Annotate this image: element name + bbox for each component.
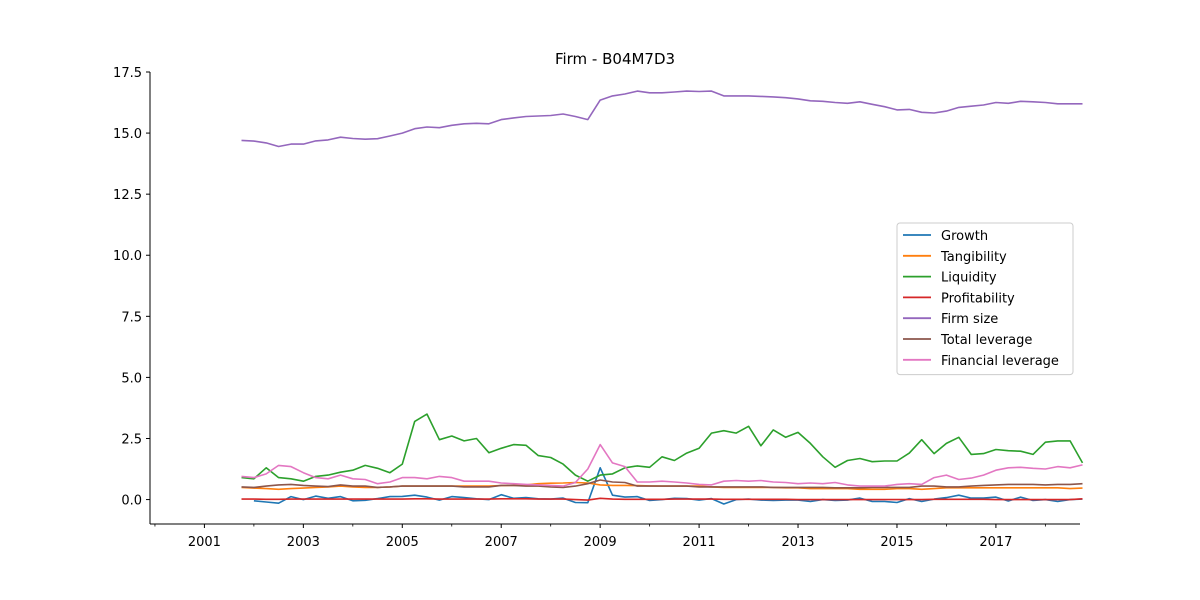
legend-label: Firm size xyxy=(941,312,998,327)
x-tick-label: 2013 xyxy=(781,535,814,550)
series-line-liquidity xyxy=(241,413,1084,482)
legend-label: Growth xyxy=(941,229,988,244)
legend: Growth Tangibility Liquidity Profitability F… xyxy=(896,222,1074,376)
x-tick-label: 2017 xyxy=(979,535,1012,550)
axes-layer: 0.0 2.5 5.0 7.5 10.0 12.5 15.0 17.5 2001 2003 2005… xyxy=(113,66,1080,550)
series-line-profitability xyxy=(241,497,1083,501)
legend-label: Total leverage xyxy=(940,333,1032,348)
y-tick-label: 15.0 xyxy=(113,127,142,142)
legend-label: Tangibility xyxy=(940,250,1007,265)
y-tick-label: 10.0 xyxy=(113,249,142,264)
x-tick-label: 2015 xyxy=(880,535,913,550)
x-tick-label: 2001 xyxy=(188,535,221,550)
y-tick-label: 7.5 xyxy=(121,310,142,325)
x-tick-label: 2009 xyxy=(584,535,617,550)
x-tick-label: 2003 xyxy=(287,535,320,550)
legend-label: Financial leverage xyxy=(941,354,1059,369)
x-tick-label: 2007 xyxy=(485,535,518,550)
y-tick-label: 17.5 xyxy=(113,66,142,81)
y-tick-label: 0.0 xyxy=(121,494,142,509)
series-line-firm-size xyxy=(241,90,1083,148)
legend-label: Liquidity xyxy=(941,271,997,286)
series-line-financial-leverage xyxy=(241,443,1083,487)
legend-box xyxy=(896,222,1074,376)
y-tick-label: 5.0 xyxy=(121,371,142,386)
legend-label: Profitability xyxy=(941,291,1015,306)
x-tick-label: 2011 xyxy=(683,535,716,550)
chart-title: Firm - B04M7D3 xyxy=(555,50,675,68)
y-tick-label: 12.5 xyxy=(113,188,142,203)
series-layer xyxy=(241,90,1084,505)
x-tick-label: 2005 xyxy=(386,535,419,550)
series-line-total-leverage xyxy=(241,479,1083,489)
y-tick-label: 2.5 xyxy=(121,432,142,447)
